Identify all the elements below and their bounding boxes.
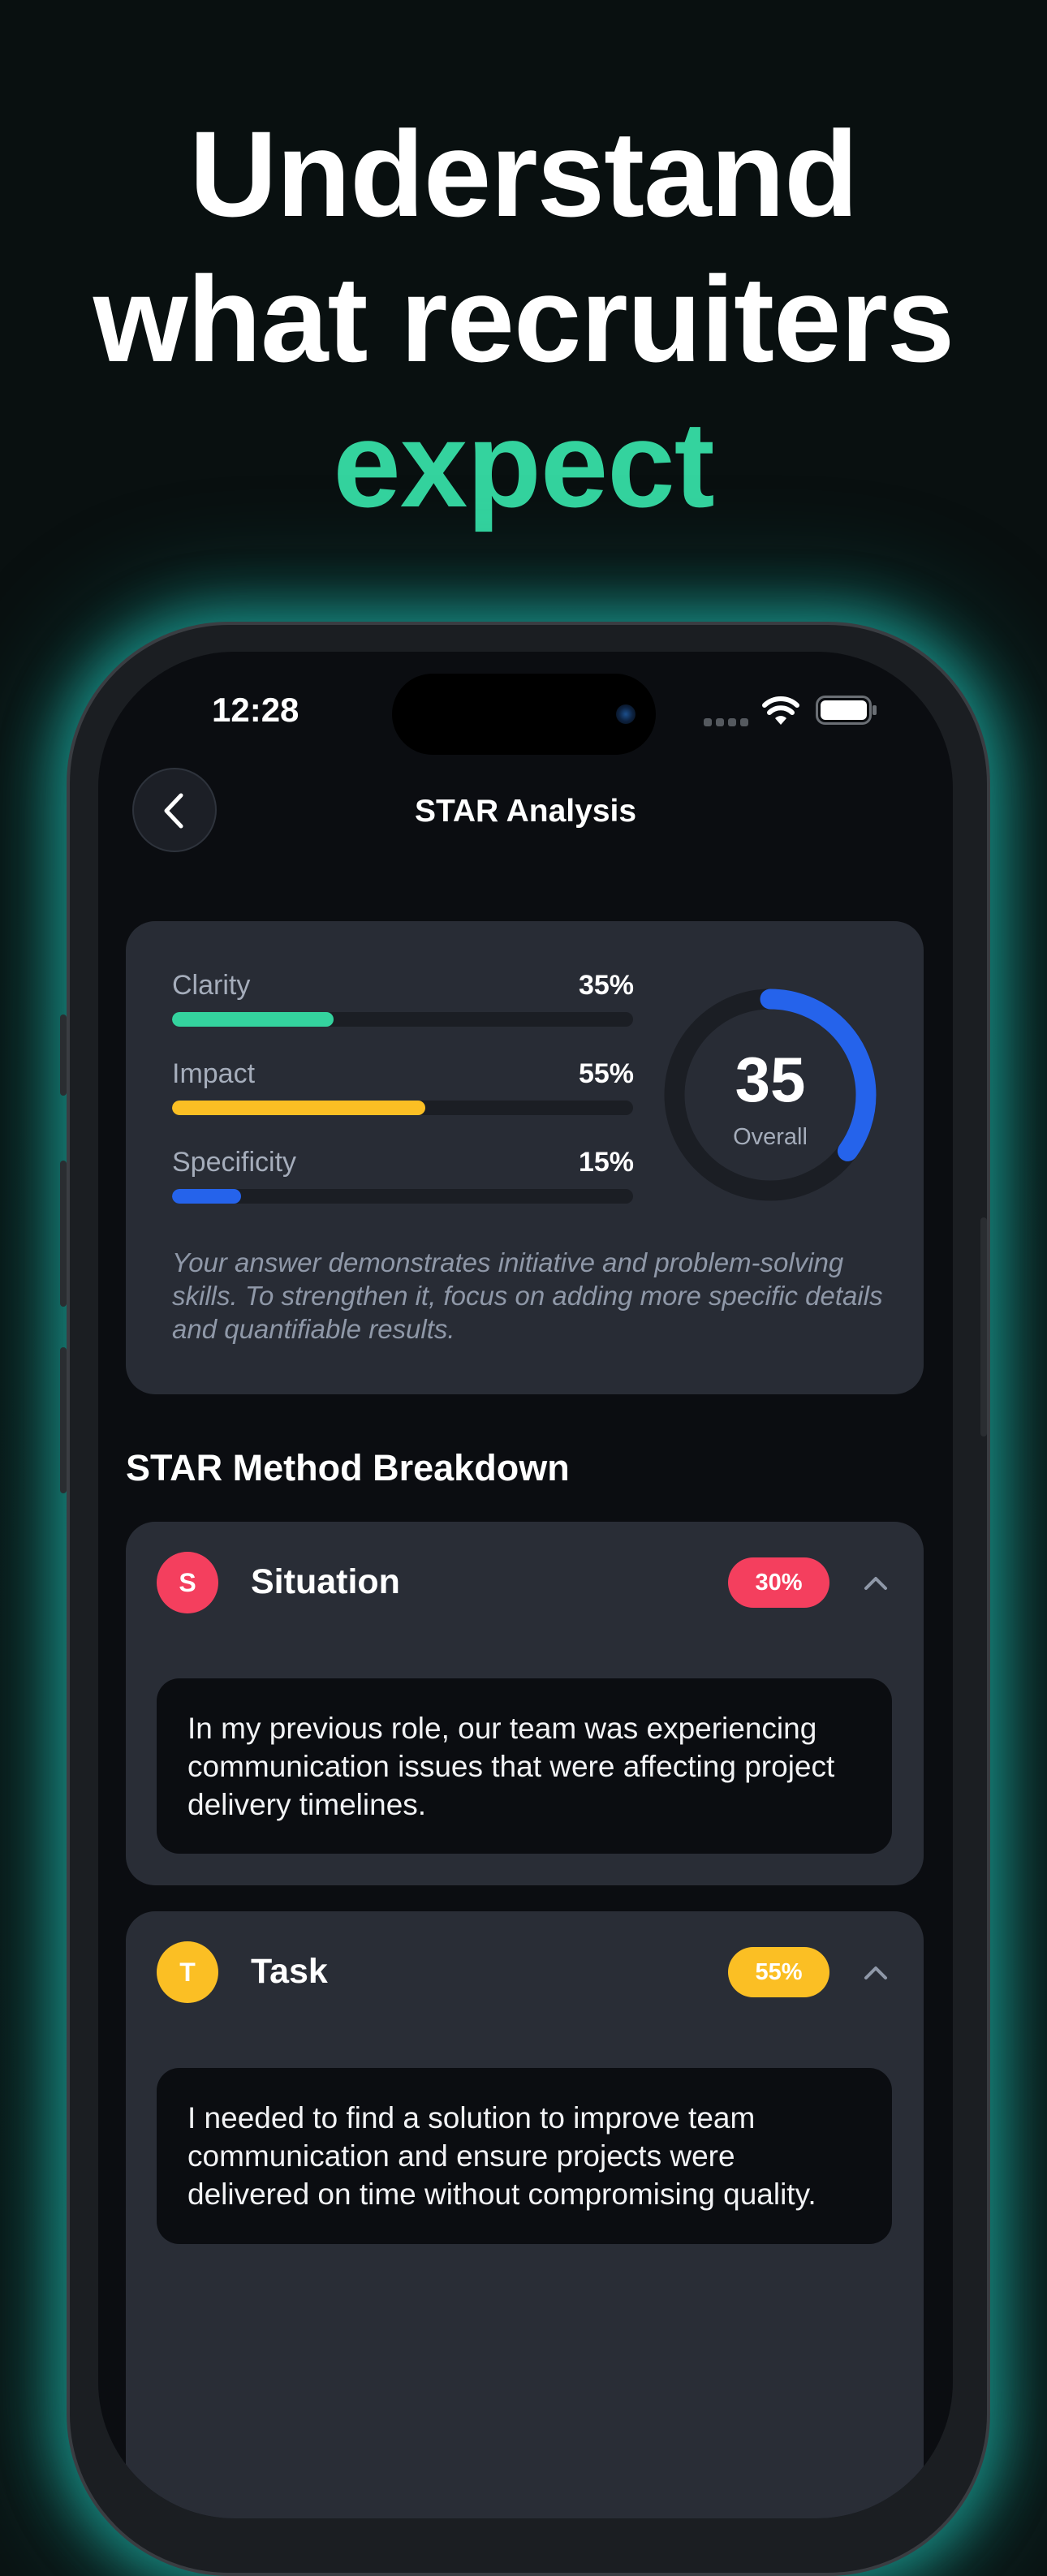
metric-value: 55% [578, 1058, 634, 1089]
chevron-up-icon[interactable] [860, 1957, 892, 1989]
back-button[interactable] [132, 768, 217, 852]
star-item-name: Situation [251, 1562, 400, 1601]
metric-bar-fill [172, 1101, 426, 1115]
feedback-text: Your answer demonstrates initiative and … [172, 1247, 883, 1344]
metric-label: Impact [172, 1058, 256, 1089]
headline-line-1: Understand [189, 106, 858, 242]
overall-label: Overall [733, 1124, 808, 1150]
score-badge: 30% [728, 1557, 829, 1608]
headline: Understand what recruiters expect [0, 101, 1047, 537]
chevron-left-icon [164, 793, 183, 829]
star-letter-badge: T [157, 1941, 218, 2003]
overall-score-ring [664, 989, 877, 1201]
metric-bar [172, 1189, 633, 1204]
phone-screen: 12:28 STAR Analysis Clarity 35% Impact 5… [98, 652, 953, 2518]
status-time: 12:28 [212, 691, 299, 729]
page-title: STAR Analysis [414, 794, 637, 829]
dynamic-island [392, 674, 656, 755]
metric-bar [172, 1101, 633, 1115]
star-item-task: T Task 55% I needed to find a solution t… [126, 1911, 924, 2518]
metric-value: 35% [578, 970, 634, 1001]
ring-progress [664, 989, 877, 1201]
signal-icon [704, 717, 749, 732]
phone-button [60, 1014, 67, 1096]
metric-label: Specificity [172, 1147, 297, 1178]
star-item-answer: I needed to find a solution to improve t… [157, 2068, 892, 2244]
wifi-icon [762, 694, 799, 730]
breakdown-title: STAR Method Breakdown [126, 1447, 570, 1488]
star-item-name: Task [251, 1952, 328, 1991]
phone-button [60, 1161, 67, 1307]
chevron-up-icon[interactable] [860, 1567, 892, 1600]
metric-bar [172, 1012, 633, 1027]
phone-button [980, 1217, 987, 1437]
headline-accent: expect [333, 396, 714, 532]
metric-bar-fill [172, 1189, 242, 1204]
score-badge: 55% [728, 1947, 829, 1997]
metric-value: 15% [578, 1147, 634, 1178]
metric-bar-fill [172, 1012, 334, 1027]
headline-line-2: what recruiters [93, 251, 954, 387]
overall-score: 35 [735, 1044, 806, 1115]
metric-label: Clarity [172, 970, 251, 1001]
phone-button [60, 1347, 67, 1493]
battery-icon [816, 696, 877, 729]
star-item-situation: S Situation 30% In my previous role, our… [126, 1522, 924, 1885]
summary-card: Clarity 35% Impact 55% Specificity 15% 3… [126, 921, 924, 1394]
star-item-answer: In my previous role, our team was experi… [157, 1678, 892, 1854]
camera-icon [616, 704, 636, 724]
star-letter-badge: S [157, 1552, 218, 1613]
